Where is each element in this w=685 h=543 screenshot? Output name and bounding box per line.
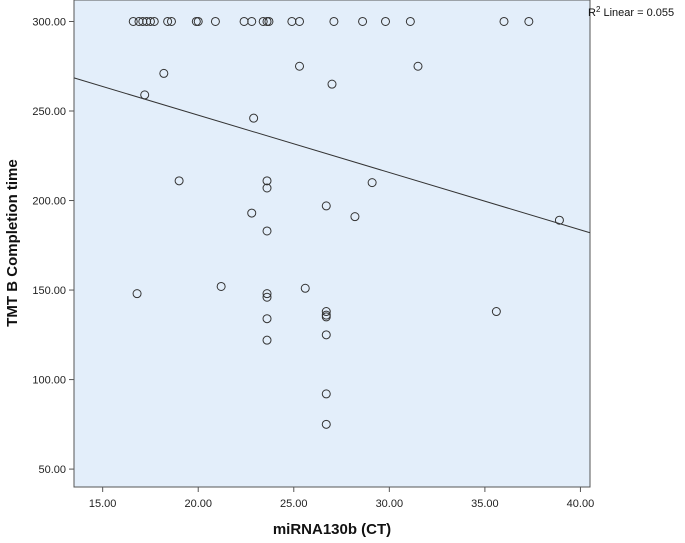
y-tick-label: 250.00 xyxy=(32,106,66,118)
data-point xyxy=(329,16,339,26)
regression-line xyxy=(73,77,591,234)
y-axis: 50.00 100.00 150.00 200.00 250.00 300.00 xyxy=(32,16,74,476)
data-point xyxy=(350,212,360,222)
x-axis: 15.00 20.00 25.00 30.00 35.00 40.00 xyxy=(89,487,594,510)
data-point xyxy=(149,16,159,26)
fit-line-group xyxy=(73,77,591,234)
y-tick-label: 100.00 xyxy=(32,375,66,387)
data-point xyxy=(247,208,257,218)
data-point xyxy=(321,389,331,399)
data-point xyxy=(321,312,331,322)
data-point xyxy=(262,335,272,345)
r2-annotation: R2 Linear = 0.055 xyxy=(588,5,674,19)
data-point xyxy=(159,68,169,78)
data-point xyxy=(405,16,415,26)
data-point xyxy=(321,419,331,429)
x-axis-label: miRNA130b (CT) xyxy=(273,521,391,538)
data-point xyxy=(262,292,272,302)
x-tick-label: 25.00 xyxy=(280,498,308,510)
data-point xyxy=(554,215,564,225)
data-point xyxy=(262,226,272,236)
data-point xyxy=(499,16,509,26)
x-tick-label: 15.00 xyxy=(89,498,117,510)
data-point xyxy=(193,16,203,26)
data-point xyxy=(367,178,377,188)
data-point xyxy=(249,113,259,123)
data-point xyxy=(295,61,305,71)
y-tick-label: 150.00 xyxy=(32,285,66,297)
x-tick-label: 20.00 xyxy=(184,498,212,510)
data-point xyxy=(258,16,268,26)
data-point xyxy=(163,16,173,26)
data-point xyxy=(413,61,423,71)
points-group xyxy=(128,16,564,429)
data-point xyxy=(247,16,257,26)
data-point xyxy=(174,176,184,186)
data-point xyxy=(264,16,274,26)
data-point xyxy=(491,307,501,317)
data-point xyxy=(132,289,142,299)
data-point xyxy=(295,16,305,26)
plot-area xyxy=(73,0,591,488)
data-point xyxy=(524,16,534,26)
data-point xyxy=(262,176,272,186)
data-point xyxy=(300,283,310,293)
data-point xyxy=(321,201,331,211)
data-point xyxy=(358,16,368,26)
data-point xyxy=(262,289,272,299)
x-tick-label: 40.00 xyxy=(567,498,595,510)
x-tick-label: 35.00 xyxy=(471,498,499,510)
y-tick-label: 300.00 xyxy=(32,16,66,28)
data-point xyxy=(321,330,331,340)
y-axis-label: TMT B Completion time xyxy=(4,159,21,327)
data-point xyxy=(381,16,391,26)
data-point xyxy=(321,307,331,317)
data-point xyxy=(327,79,337,89)
data-point xyxy=(216,281,226,291)
data-point xyxy=(128,16,138,26)
data-point xyxy=(166,16,176,26)
data-point xyxy=(262,183,272,193)
y-tick-label: 50.00 xyxy=(38,464,66,476)
data-point xyxy=(210,16,220,26)
data-point xyxy=(140,90,150,100)
data-point xyxy=(262,314,272,324)
y-tick-label: 200.00 xyxy=(32,196,66,208)
data-point xyxy=(145,16,155,26)
x-tick-label: 30.00 xyxy=(376,498,404,510)
